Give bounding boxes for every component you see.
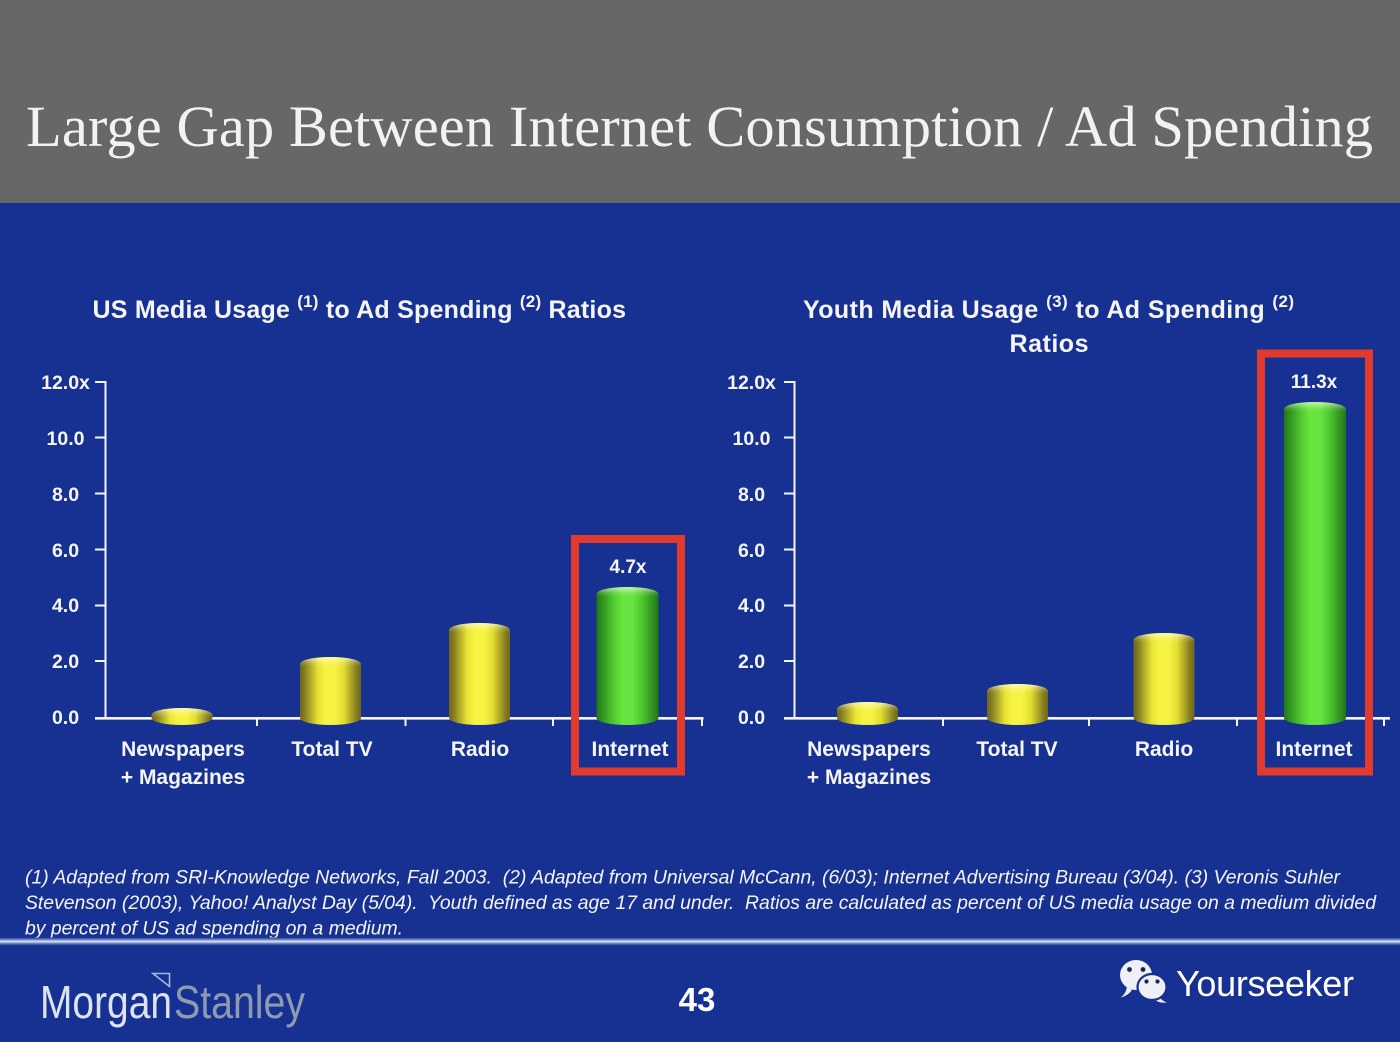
svg-text:Morgan: Morgan <box>40 976 172 1028</box>
svg-text:+ Magazines: + Magazines <box>807 766 931 789</box>
svg-text:2.0: 2.0 <box>738 651 765 673</box>
svg-text:6.0: 6.0 <box>738 540 765 562</box>
svg-text:0.0: 0.0 <box>52 707 79 729</box>
svg-text:4.0: 4.0 <box>52 595 79 617</box>
svg-text:Newspapers: Newspapers <box>807 738 931 761</box>
svg-text:Radio: Radio <box>1135 738 1193 761</box>
svg-text:Internet: Internet <box>591 738 668 761</box>
svg-text:8.0: 8.0 <box>738 484 765 506</box>
svg-text:8.0: 8.0 <box>52 484 79 506</box>
svg-text:(1) Adapted from SRI-Knowledge: (1) Adapted from SRI-Knowledge Networks,… <box>25 867 1342 889</box>
svg-text:Stevenson (2003), Yahoo! Analy: Stevenson (2003), Yahoo! Analyst Day (5/… <box>25 892 1377 914</box>
svg-text:Total TV: Total TV <box>291 738 372 761</box>
svg-text:4.7x: 4.7x <box>610 557 647 578</box>
svg-text:0.0: 0.0 <box>738 707 765 729</box>
svg-text:by percent of US ad spending o: by percent of US ad spending on a medium… <box>25 918 403 940</box>
svg-text:4.0: 4.0 <box>738 595 765 617</box>
svg-text:10.0: 10.0 <box>733 428 771 450</box>
svg-text:Yourseeker: Yourseeker <box>1176 963 1354 1004</box>
svg-text:11.3x: 11.3x <box>1291 372 1338 393</box>
svg-text:Newspapers: Newspapers <box>121 738 245 761</box>
svg-text:12.0x: 12.0x <box>41 372 90 394</box>
svg-text:Stanley: Stanley <box>174 976 305 1028</box>
svg-text:Radio: Radio <box>451 738 509 761</box>
svg-text:12.0x: 12.0x <box>727 372 776 394</box>
svg-text:Ratios: Ratios <box>1010 330 1089 358</box>
svg-text:2.0: 2.0 <box>52 651 79 673</box>
svg-text:10.0: 10.0 <box>47 428 85 450</box>
svg-text:43: 43 <box>679 981 716 1018</box>
svg-text:Total TV: Total TV <box>976 738 1057 761</box>
svg-text:US Media Usage (1) to Ad Spend: US Media Usage (1) to Ad Spending (2) Ra… <box>93 292 627 324</box>
svg-text:+ Magazines: + Magazines <box>121 766 245 789</box>
svg-text:Large Gap Between Internet Con: Large Gap Between Internet Consumption /… <box>26 94 1373 159</box>
svg-text:6.0: 6.0 <box>52 540 79 562</box>
svg-text:Internet: Internet <box>1275 738 1352 761</box>
